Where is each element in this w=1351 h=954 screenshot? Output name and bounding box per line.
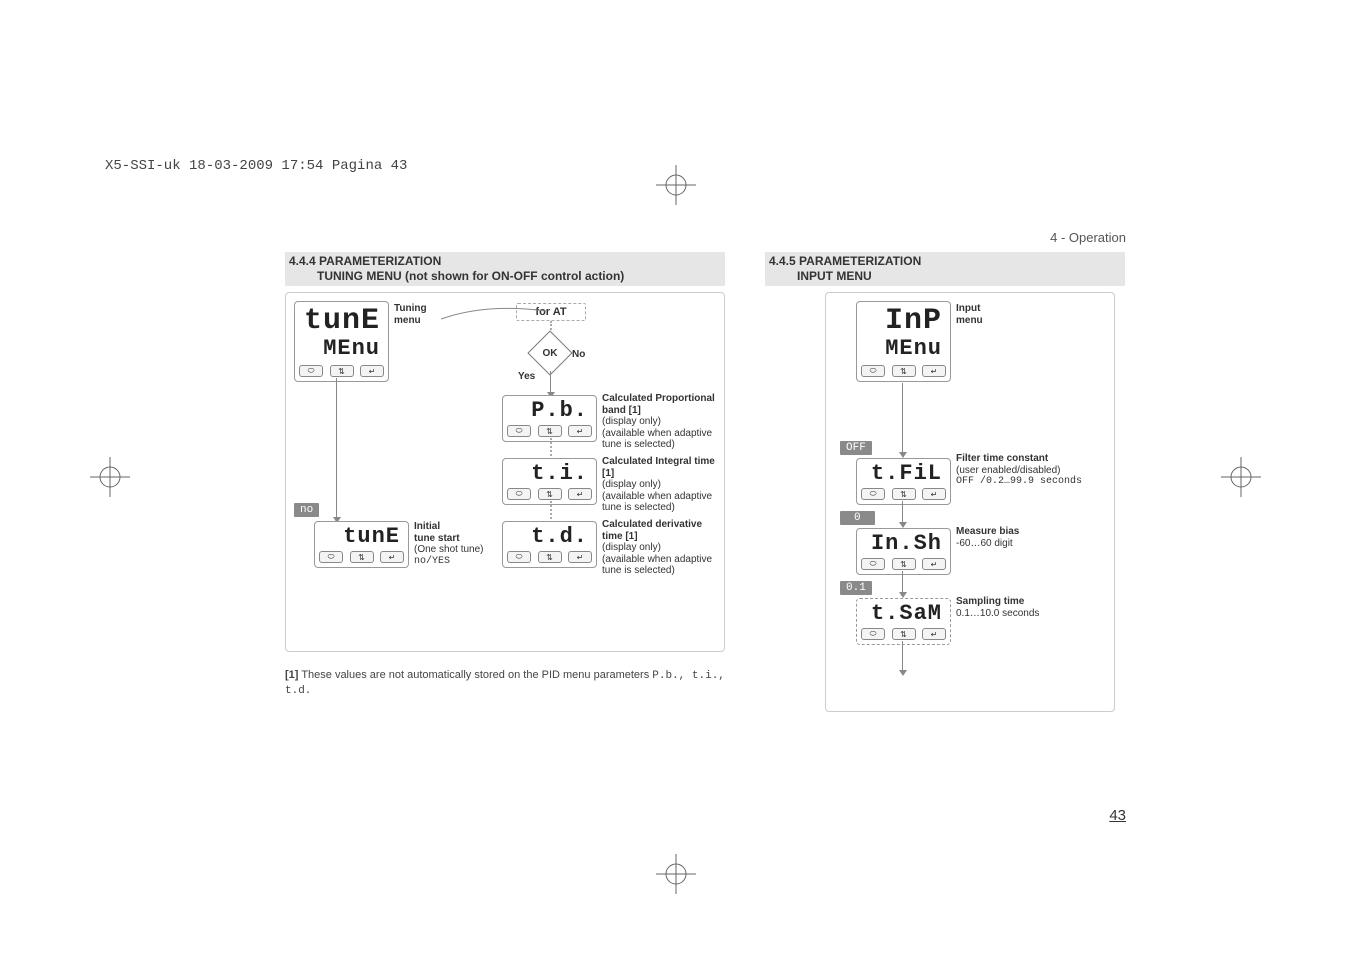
- ok-diamond: OK: [534, 337, 566, 369]
- updown-btn-icon: ⇅: [330, 365, 354, 377]
- filter-label: Filter time constant (user enabled/disab…: [956, 453, 1106, 488]
- ti-panel: t.i. ⬭⇅↵: [502, 458, 597, 505]
- input-menu-panel: InP MEnu ⬭⇅↵: [856, 301, 951, 382]
- registration-mark-right: [1221, 457, 1261, 497]
- pb-label: Calculated Proportional band [1] (displa…: [602, 393, 722, 451]
- tuning-menu-seg2: MEnu: [299, 338, 384, 360]
- tuning-menu-label: Tuning menu: [394, 303, 427, 326]
- panel-button-row: ⬭ ⇅ ↵: [299, 365, 384, 377]
- ti-seg: t.i.: [507, 463, 592, 485]
- input-section: 4.4.5 PARAMETERIZATION INPUT MENU InP ME…: [765, 252, 1125, 712]
- section-title: PARAMETERIZATION: [799, 254, 921, 268]
- flow-arrow: [902, 571, 903, 593]
- curve-connector: [436, 301, 556, 341]
- page-content: 4.4.4 PARAMETERIZATION TUNING MENU (not …: [285, 252, 1125, 712]
- samp-default: 0.1: [840, 581, 872, 595]
- tune-start-label: Initial tune start (One shot tune) no/YE…: [414, 521, 483, 567]
- enter-btn-icon: ↵: [360, 365, 384, 377]
- flow-arrow: [550, 371, 551, 393]
- input-menu-seg2: MEnu: [861, 338, 946, 360]
- section-number: 4.4.5: [769, 254, 796, 268]
- filter-seg: t.FiL: [861, 463, 946, 485]
- section-number: 4.4.4: [289, 254, 316, 268]
- footnote: [1] These values are not automatically s…: [285, 668, 725, 699]
- flow-arrow: [902, 501, 903, 523]
- registration-mark-bottom: [656, 854, 696, 894]
- filter-default: OFF: [840, 441, 872, 455]
- bias-default: 0: [840, 511, 875, 525]
- td-panel: t.d. ⬭⇅↵: [502, 521, 597, 568]
- tuning-menu-panel: tunE MEnu ⬭ ⇅ ↵: [294, 301, 389, 382]
- registration-mark-top: [656, 165, 696, 205]
- yes-label: Yes: [518, 371, 535, 383]
- dotted-connector: [550, 501, 552, 519]
- samp-panel: t.SaM ⬭⇅↵: [856, 598, 951, 645]
- page-header: X5-SSI-uk 18-03-2009 17:54 Pagina 43: [105, 158, 407, 174]
- bias-label: Measure bias -60…60 digit: [956, 526, 1106, 549]
- flow-arrow: [336, 378, 337, 518]
- flow-arrow: [902, 641, 903, 671]
- ti-label: Calculated Integral time [1] (display on…: [602, 456, 722, 514]
- esc-btn-icon: ⬭: [299, 365, 323, 377]
- tune-start-panel: tunE ⬭⇅↵: [314, 521, 409, 568]
- td-label: Calculated derivative time [1] (display …: [602, 519, 722, 577]
- flow-arrow: [902, 383, 903, 453]
- bias-seg: In.Sh: [861, 533, 946, 555]
- pb-panel: P.b. ⬭⇅↵: [502, 395, 597, 442]
- tuning-menu-seg1: tunE: [299, 306, 384, 336]
- section-subtitle: TUNING MENU (not shown for ON-OFF contro…: [289, 269, 721, 284]
- samp-seg: t.SaM: [861, 603, 946, 625]
- samp-label: Sampling time 0.1…10.0 seconds: [956, 596, 1106, 619]
- registration-mark-left: [90, 457, 130, 497]
- chapter-label: 4 - Operation: [1050, 230, 1126, 245]
- td-seg: t.d.: [507, 526, 592, 548]
- tuning-section: 4.4.4 PARAMETERIZATION TUNING MENU (not …: [285, 252, 725, 712]
- bias-panel: In.Sh ⬭⇅↵: [856, 528, 951, 575]
- tune-default-value: no: [294, 503, 319, 517]
- section-heading-input: 4.4.5 PARAMETERIZATION INPUT MENU: [765, 252, 1125, 286]
- page-number: 43: [1109, 807, 1126, 824]
- input-menu-label: Input menu: [956, 303, 983, 326]
- dotted-connector: [550, 438, 552, 456]
- section-subtitle: INPUT MENU: [769, 269, 1121, 284]
- input-menu-seg1: InP: [861, 306, 946, 336]
- pb-seg: P.b.: [507, 400, 592, 422]
- section-heading-tuning: 4.4.4 PARAMETERIZATION TUNING MENU (not …: [285, 252, 725, 286]
- no-label: No: [572, 349, 585, 361]
- filter-panel: t.FiL ⬭⇅↵: [856, 458, 951, 505]
- tune-start-seg: tunE: [319, 526, 404, 548]
- section-title: PARAMETERIZATION: [319, 254, 441, 268]
